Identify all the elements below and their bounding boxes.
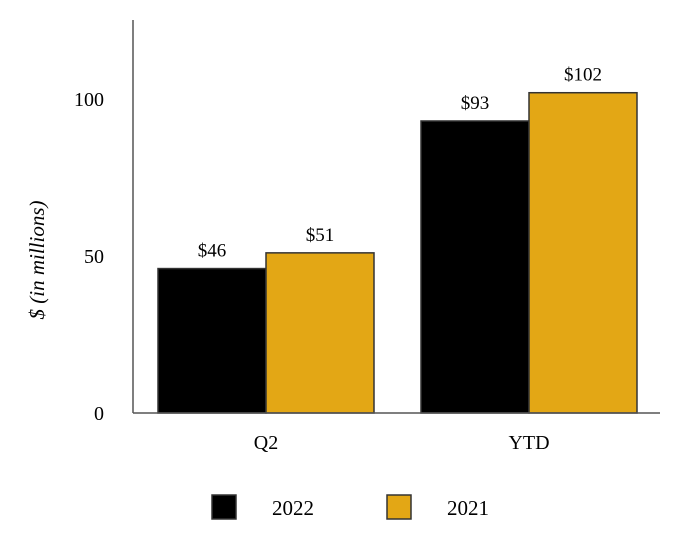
legend-label: 2021 — [447, 496, 489, 520]
data-label: $51 — [306, 225, 335, 246]
legend-label: 2022 — [272, 496, 314, 520]
bar-2022-ytd — [420, 120, 530, 414]
legend: 2022 2021 — [211, 494, 489, 520]
legend-swatch — [211, 494, 237, 520]
data-label: $102 — [564, 65, 602, 86]
data-label: $93 — [461, 93, 490, 114]
y-axis-title: $ (in millions) — [25, 200, 49, 319]
y-tick-label: 100 — [74, 89, 104, 111]
x-tick-label: YTD — [508, 432, 549, 454]
bar-2022-q2 — [157, 267, 267, 414]
plot-area: 0 50 100 $46 $51 Q2 $93 $102 YTD — [74, 65, 638, 454]
y-tick-label: 50 — [84, 246, 104, 268]
bar-2021-q2 — [265, 252, 375, 414]
legend-swatch — [386, 494, 412, 520]
bar-2021-ytd — [528, 91, 638, 414]
y-tick-label: 0 — [94, 403, 104, 425]
data-label: $46 — [198, 241, 227, 262]
x-tick-label: Q2 — [254, 432, 278, 454]
